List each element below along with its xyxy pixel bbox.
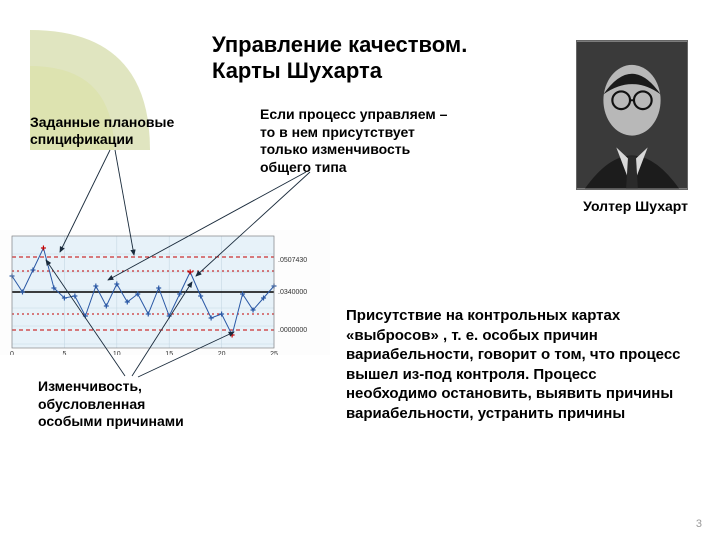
title-line1: Управление качеством. (212, 32, 467, 58)
outliers-text: Присутствие на контрольных картах «выбро… (346, 306, 686, 423)
spec-label: Заданные плановые спицификации (30, 114, 174, 148)
variability-label: Изменчивость, обусловленная особыми прич… (38, 378, 184, 431)
page-number: 3 (696, 518, 702, 530)
title-line2: Карты Шухарта (212, 58, 467, 84)
photo-caption: Уолтер Шухарт (583, 198, 688, 214)
svg-text:.0000000: .0000000 (278, 327, 307, 334)
portrait-photo (576, 40, 688, 190)
svg-text:5: 5 (62, 351, 66, 355)
process-label: Если процесс управляем – то в нем присут… (260, 106, 447, 176)
svg-text:20: 20 (218, 351, 226, 355)
control-chart: 0 5 10 15 20 25 .0507430 .0340000 .0000000 (0, 230, 330, 355)
svg-text:.0507430: .0507430 (278, 257, 307, 264)
svg-text:0: 0 (10, 351, 14, 355)
svg-text:25: 25 (270, 351, 278, 355)
svg-text:.0340000: .0340000 (278, 289, 307, 296)
svg-text:10: 10 (113, 351, 121, 355)
svg-text:15: 15 (165, 351, 173, 355)
page-title: Управление качеством. Карты Шухарта (212, 32, 467, 85)
